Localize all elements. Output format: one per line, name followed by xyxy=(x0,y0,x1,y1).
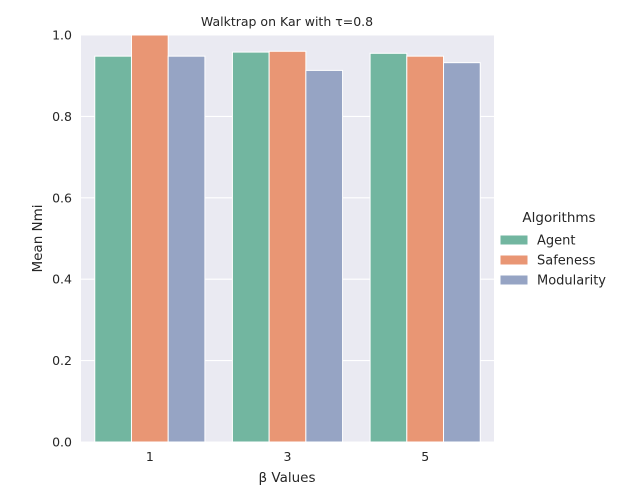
bar-safeness-3 xyxy=(268,50,307,443)
legend-label-safeness: Safeness xyxy=(537,254,596,269)
y-tick-label: 0.0 xyxy=(52,435,72,450)
y-tick-label: 0.2 xyxy=(52,353,72,368)
x-tick-label: 5 xyxy=(421,449,429,464)
legend-title: Algorithms xyxy=(522,210,595,226)
bar-modularity-5 xyxy=(443,62,481,443)
y-tick-label: 1.0 xyxy=(52,28,72,43)
y-axis-label: Mean Nmi xyxy=(30,204,46,272)
y-tick-label: 0.4 xyxy=(52,272,72,287)
x-axis-ticks: 1 3 5 xyxy=(146,449,429,464)
bar-agent-1 xyxy=(94,55,132,443)
legend-swatch-safeness xyxy=(499,254,529,266)
bar-modularity-1 xyxy=(167,55,206,443)
bar-agent-3 xyxy=(231,51,270,443)
bar-safeness-1 xyxy=(130,34,169,443)
bar-agent-5 xyxy=(369,52,408,443)
bar-safeness-5 xyxy=(406,55,445,443)
chart-title: Walktrap on Kar with τ=0.8 xyxy=(201,14,373,29)
legend-label-agent: Agent xyxy=(537,234,575,249)
bars xyxy=(94,34,481,443)
legend-swatch-agent xyxy=(499,234,529,246)
x-tick-label: 1 xyxy=(146,449,154,464)
legend: Algorithms Agent Safeness Modularity xyxy=(499,210,606,289)
bar-modularity-3 xyxy=(305,69,344,443)
y-tick-label: 0.8 xyxy=(52,109,72,124)
x-axis-label: β Values xyxy=(258,470,315,486)
y-tick-label: 0.6 xyxy=(52,190,72,205)
x-tick-label: 3 xyxy=(284,449,292,464)
legend-label-modularity: Modularity xyxy=(537,274,606,289)
legend-swatch-modularity xyxy=(499,274,529,286)
y-axis-ticks: 0.0 0.2 0.4 0.6 0.8 1.0 xyxy=(52,28,72,450)
